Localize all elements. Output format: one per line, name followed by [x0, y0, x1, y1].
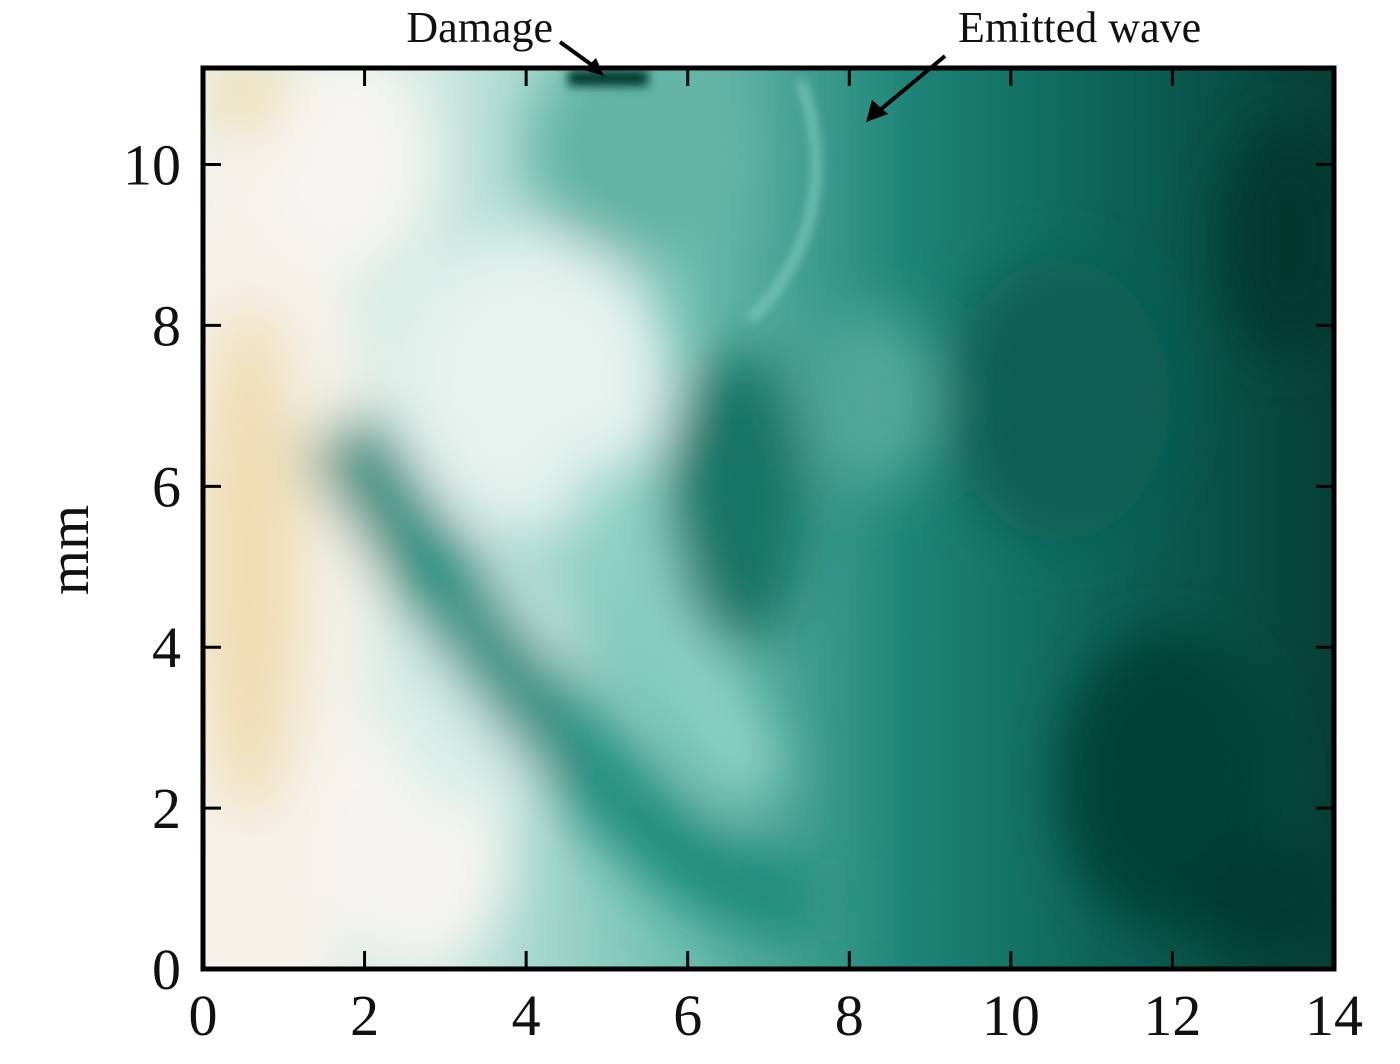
x-tick-label: 4 — [512, 983, 541, 1048]
y-tick-label: 4 — [152, 615, 181, 680]
annotation-damage: Damage — [406, 3, 604, 76]
plot-frame — [200, 65, 1337, 972]
annotation-emitted-wave-arrowhead — [866, 100, 888, 122]
annotation-emitted-wave-label: Emitted wave — [958, 3, 1201, 52]
y-tick-label: 10 — [123, 133, 181, 198]
x-axis-ticks: 0 2 4 6 8 10 12 14 — [189, 68, 1363, 1048]
y-tick-label: 8 — [152, 293, 181, 358]
x-tick-label: 12 — [1143, 983, 1201, 1048]
x-tick-label: 10 — [982, 983, 1040, 1048]
y-tick-label: 0 — [152, 937, 181, 1002]
heatmap-field — [203, 68, 1334, 969]
annotation-damage-label: Damage — [406, 3, 553, 52]
y-axis-label: mm — [36, 505, 101, 595]
x-tick-label: 14 — [1305, 983, 1363, 1048]
x-tick-label: 2 — [350, 983, 379, 1048]
annotation-damage-arrow — [558, 40, 598, 70]
annotation-emitted-wave: Emitted wave — [866, 3, 1201, 122]
y-tick-label: 6 — [152, 454, 181, 519]
annotation-emitted-wave-arrow — [878, 54, 947, 112]
x-tick-label: 0 — [189, 983, 218, 1048]
y-tick-label: 2 — [152, 776, 181, 841]
y-axis-ticks: 0 2 4 6 8 10 — [123, 133, 1334, 1002]
x-tick-label: 6 — [673, 983, 702, 1048]
annotation-damage-arrowhead — [584, 58, 604, 76]
x-tick-label: 8 — [835, 983, 864, 1048]
